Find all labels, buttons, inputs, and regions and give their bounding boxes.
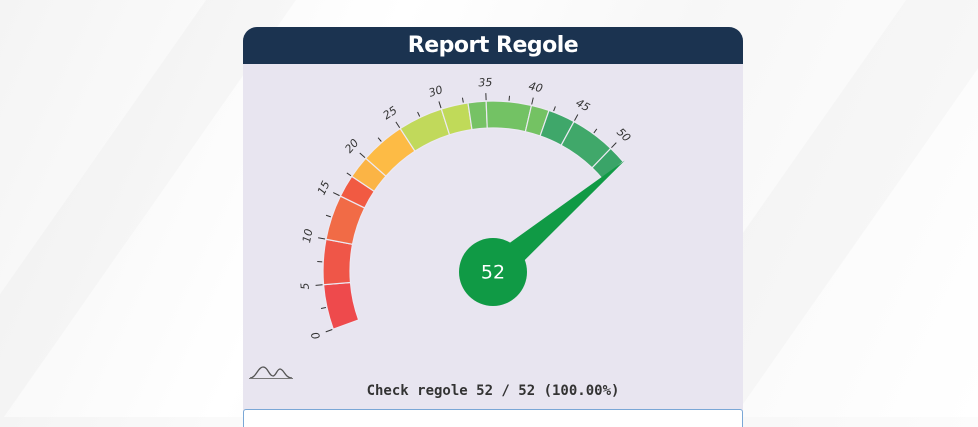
gauge-chart: 0 5 10 15 20 25 30 35 40 45 50 52 <box>243 64 743 374</box>
gauge-band-9 <box>486 101 531 132</box>
gauge-tick <box>532 98 534 105</box>
gauge-tick <box>347 173 351 176</box>
gauge-band-8 <box>468 101 487 129</box>
gauge-tick-label: 5 <box>298 282 312 290</box>
gauge-band-1 <box>323 239 353 284</box>
gauge-tick-label: 25 <box>381 104 400 123</box>
rule-check-summary: Check regole 52 / 52 (100.00%) <box>243 383 743 399</box>
gauge-tick <box>439 101 441 108</box>
gauge-tick-label: 40 <box>527 79 544 95</box>
gauge-tick-label: 0 <box>309 330 324 341</box>
gauge-tick <box>321 307 326 308</box>
gauge-tick <box>333 193 339 196</box>
gauge-tick <box>378 138 381 142</box>
card-header: Report Regole <box>243 27 743 64</box>
gauge-tick <box>611 143 616 148</box>
gauge-tick <box>418 112 420 117</box>
gauge-tick <box>462 98 463 103</box>
gauge-tick-label: 50 <box>614 126 633 145</box>
gauge-tick <box>396 122 400 128</box>
gauge-tick <box>574 115 577 121</box>
details-box <box>243 409 743 427</box>
report-card: Report Regole 0 5 10 15 20 25 30 35 40 45 50 52 Che… <box>243 27 743 427</box>
chart-logo-icon <box>248 363 294 381</box>
gauge-tick <box>326 329 333 331</box>
gauge-tick <box>316 285 323 286</box>
gauge-band-0 <box>324 283 359 330</box>
gauge-tick-label: 15 <box>315 179 333 197</box>
gauge-tick-label: 45 <box>574 96 593 114</box>
gauge-tick-label: 30 <box>427 83 444 100</box>
gauge-tick-label: 35 <box>478 76 493 90</box>
gauge-tick-label: 10 <box>300 228 315 244</box>
gauge-tick <box>360 153 365 158</box>
gauge-tick-label: 20 <box>342 136 361 155</box>
gauge-tick <box>554 106 556 111</box>
card-title: Report Regole <box>408 33 578 58</box>
gauge-tick <box>326 215 331 217</box>
gauge-tick <box>594 129 597 133</box>
gauge-value-label: 52 <box>481 262 505 284</box>
gauge-tick <box>318 238 325 239</box>
